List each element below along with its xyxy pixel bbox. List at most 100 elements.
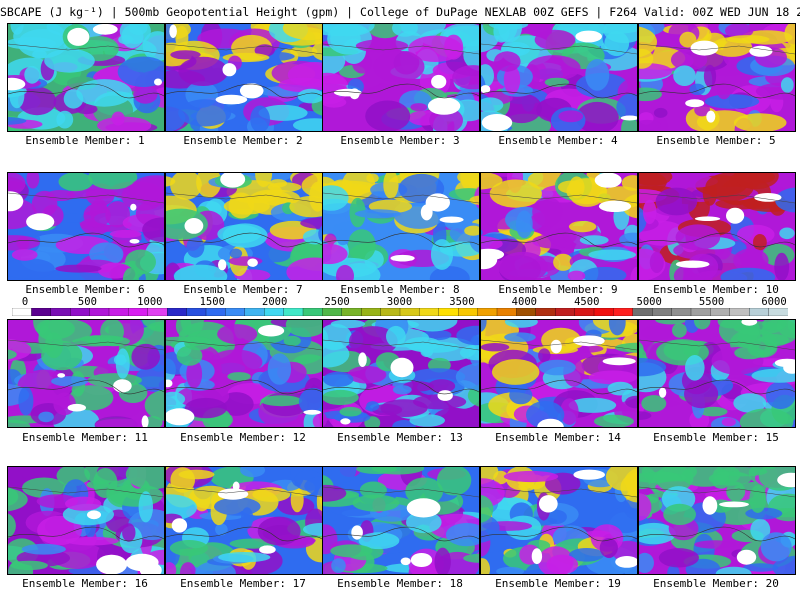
colorbar-swatch xyxy=(593,308,614,316)
colorbar-swatch xyxy=(361,308,382,316)
colorbar-swatch xyxy=(555,308,576,316)
colorbar-swatch xyxy=(671,308,692,316)
ensemble-panel-14 xyxy=(480,319,638,428)
cape-field-map xyxy=(481,320,637,427)
ensemble-panel-16 xyxy=(7,466,165,575)
ensemble-member-label: Ensemble Member: 5 xyxy=(656,134,776,147)
page-title: SBCAPE (J kg⁻¹) | 500mb Geopotential Hei… xyxy=(0,5,800,19)
ensemble-panel-7 xyxy=(165,172,323,281)
ensemble-panel-2 xyxy=(165,23,323,132)
colorbar-swatch xyxy=(438,308,459,316)
cape-field-map xyxy=(639,24,795,131)
cape-field-map xyxy=(323,173,479,280)
ensemble-panel-5 xyxy=(638,23,796,132)
cape-field-map xyxy=(8,467,164,574)
cape-field-map xyxy=(166,320,322,427)
colorbar-swatch xyxy=(729,308,750,316)
ensemble-member-label: Ensemble Member: 8 xyxy=(340,283,460,296)
ensemble-member-label: Ensemble Member: 15 xyxy=(653,431,779,444)
colorbar-tick-label: 500 xyxy=(77,296,97,308)
ensemble-member-label: Ensemble Member: 7 xyxy=(183,283,303,296)
cape-field-map xyxy=(481,467,637,574)
ensemble-panel-9 xyxy=(480,172,638,281)
ensemble-member-label: Ensemble Member: 14 xyxy=(495,431,621,444)
colorbar-swatch xyxy=(50,308,71,316)
cape-field-map xyxy=(8,24,164,131)
colorbar-swatch xyxy=(574,308,595,316)
colorbar-swatch xyxy=(399,308,420,316)
colorbar-swatch xyxy=(186,308,207,316)
colorbar-swatch xyxy=(89,308,110,316)
ensemble-panel-12 xyxy=(165,319,323,428)
colorbar-swatch xyxy=(128,308,149,316)
ensemble-member-label: Ensemble Member: 4 xyxy=(498,134,618,147)
colorbar-swatch xyxy=(70,308,91,316)
ensemble-member-label: Ensemble Member: 11 xyxy=(22,431,148,444)
colorbar-tick-label: 5500 xyxy=(698,296,725,308)
cape-field-map xyxy=(639,320,795,427)
colorbar-swatch xyxy=(244,308,265,316)
colorbar-swatch xyxy=(749,308,770,316)
colorbar-swatch xyxy=(12,308,32,316)
colorbar-swatch xyxy=(108,308,129,316)
ensemble-panel-15 xyxy=(638,319,796,428)
ensemble-panel-13 xyxy=(322,319,480,428)
cape-field-map xyxy=(166,24,322,131)
ensemble-member-label: Ensemble Member: 1 xyxy=(25,134,145,147)
colorbar-swatch xyxy=(225,308,246,316)
colorbar-tick-label: 1000 xyxy=(137,296,163,308)
colorbar-swatch xyxy=(419,308,440,316)
colorbar-swatch xyxy=(322,308,343,316)
ensemble-member-label: Ensemble Member: 16 xyxy=(22,577,148,590)
colorbar-swatch xyxy=(167,308,188,316)
colorbar-tick-label: 6000 xyxy=(761,296,787,308)
ensemble-panel-1 xyxy=(7,23,165,132)
ensemble-member-label: Ensemble Member: 20 xyxy=(653,577,779,590)
ensemble-panel-17 xyxy=(165,466,323,575)
cape-field-map xyxy=(8,320,164,427)
colorbar-tick-label: 4000 xyxy=(511,296,537,308)
colorbar-swatch xyxy=(31,308,52,316)
colorbar-swatch xyxy=(205,308,226,316)
colorbar-swatch xyxy=(147,308,168,316)
cape-field-map xyxy=(166,173,322,280)
colorbar xyxy=(12,308,788,316)
cape-field-map xyxy=(639,467,795,574)
ensemble-panel-3 xyxy=(322,23,480,132)
ensemble-member-label: Ensemble Member: 3 xyxy=(340,134,460,147)
ensemble-member-label: Ensemble Member: 12 xyxy=(180,431,306,444)
cape-field-map xyxy=(323,320,479,427)
colorbar-swatch xyxy=(652,308,673,316)
ensemble-member-label: Ensemble Member: 6 xyxy=(25,283,145,296)
ensemble-member-label: Ensemble Member: 10 xyxy=(653,283,779,296)
colorbar-swatch xyxy=(516,308,537,316)
cape-field-map xyxy=(166,467,322,574)
ensemble-member-label: Ensemble Member: 2 xyxy=(183,134,303,147)
cape-field-map xyxy=(323,467,479,574)
colorbar-swatch xyxy=(302,308,323,316)
colorbar-tick-label: 5000 xyxy=(636,296,662,308)
colorbar-swatch xyxy=(768,308,788,316)
ensemble-member-label: Ensemble Member: 9 xyxy=(498,283,618,296)
cape-field-map xyxy=(481,173,637,280)
ensemble-member-label: Ensemble Member: 18 xyxy=(337,577,463,590)
cape-field-map xyxy=(8,173,164,280)
colorbar-swatch xyxy=(496,308,517,316)
colorbar-tick-label: 2000 xyxy=(262,296,288,308)
colorbar-swatch xyxy=(477,308,498,316)
colorbar-tick-label: 0 xyxy=(21,296,29,308)
ensemble-member-label: Ensemble Member: 19 xyxy=(495,577,621,590)
colorbar-tick-label: 1500 xyxy=(199,296,225,308)
ensemble-panel-4 xyxy=(480,23,638,132)
colorbar-swatch xyxy=(690,308,711,316)
ensemble-panel-6 xyxy=(7,172,165,281)
ensemble-panel-10 xyxy=(638,172,796,281)
ensemble-panel-20 xyxy=(638,466,796,575)
colorbar-swatch xyxy=(283,308,304,316)
cape-field-map xyxy=(481,24,637,131)
colorbar-swatch xyxy=(632,308,653,316)
colorbar-tick-label: 3000 xyxy=(386,296,413,308)
colorbar-tick-label: 3500 xyxy=(449,296,475,308)
colorbar-swatch xyxy=(613,308,634,316)
ensemble-panel-11 xyxy=(7,319,165,428)
